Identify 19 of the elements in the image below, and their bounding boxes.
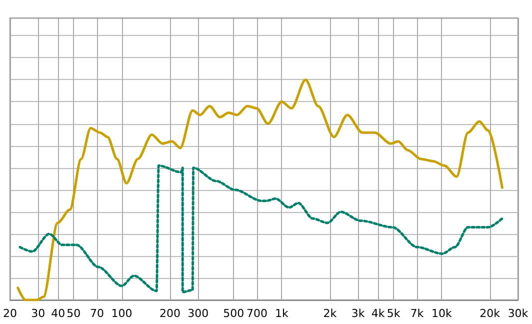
x-tick-label: 40 — [51, 307, 66, 320]
x-tick-label: 700 — [246, 307, 268, 320]
x-tick-label: 10k — [432, 307, 452, 320]
x-tick-label: 20 — [3, 307, 17, 320]
x-tick-label: 4k — [371, 307, 386, 320]
x-tick-label: 200 — [159, 307, 180, 320]
x-tick-label: 70 — [90, 307, 104, 320]
x-tick-label: 20k — [480, 307, 501, 320]
x-tick-label: 1k — [275, 307, 290, 320]
x-tick-label: 30 — [31, 307, 46, 320]
x-tick-label: 500 — [223, 307, 244, 320]
x-tick-label: 5k — [386, 307, 401, 320]
x-tick-label: 30k — [508, 307, 529, 320]
x-tick-label: 3k — [351, 307, 366, 320]
x-tick-label: 300 — [188, 307, 209, 320]
x-tick-label: 100 — [111, 307, 132, 320]
x-tick-label: 2k — [323, 307, 338, 320]
x-tick-label: 50 — [66, 307, 81, 320]
x-tick-label: 7k — [410, 307, 424, 320]
